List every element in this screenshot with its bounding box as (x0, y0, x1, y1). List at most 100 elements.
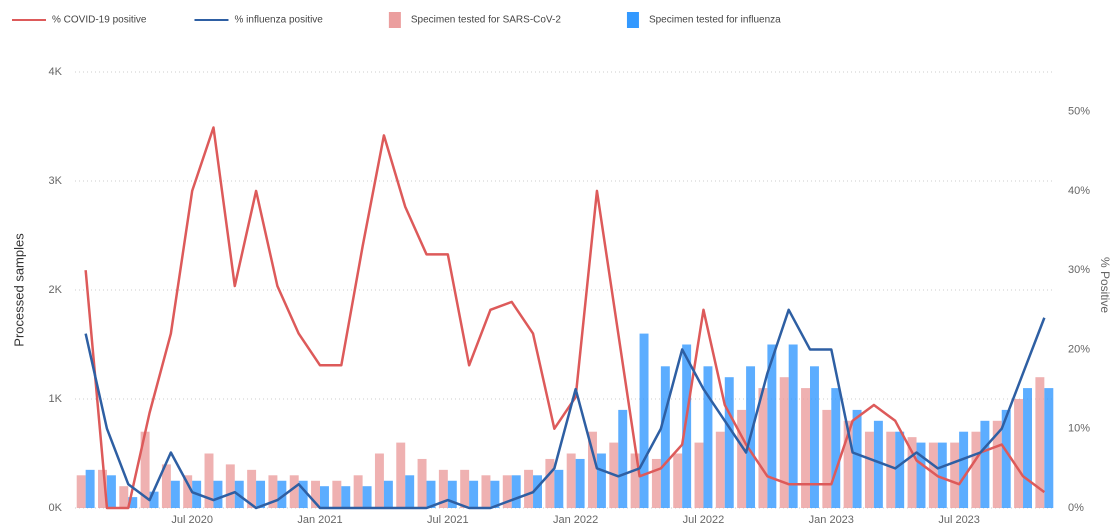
y2-tick-label: 40% (1068, 185, 1090, 197)
bar (225, 464, 235, 508)
bar (980, 420, 990, 508)
bar (673, 453, 683, 508)
y-tick-label: 4K (49, 66, 63, 78)
bar (937, 442, 947, 508)
bar (682, 344, 692, 508)
bar (502, 475, 512, 508)
bar (140, 431, 150, 508)
bar (353, 475, 363, 508)
bar (277, 480, 287, 508)
bar (767, 344, 777, 508)
bar (341, 486, 351, 508)
bar (268, 475, 278, 508)
bar (1035, 377, 1045, 508)
bar (575, 458, 585, 508)
bar (183, 475, 193, 508)
x-tick-label: Jul 2022 (683, 514, 725, 526)
bar (596, 453, 606, 508)
bar (545, 458, 555, 508)
bar (460, 469, 470, 508)
bar (76, 475, 86, 508)
bar (630, 453, 640, 508)
bar (533, 475, 542, 508)
bar (417, 458, 427, 508)
bar (405, 475, 415, 508)
bar (843, 420, 853, 508)
bar (311, 480, 320, 508)
legend-swatch (626, 12, 639, 28)
bar (1044, 388, 1054, 508)
bar (703, 366, 713, 508)
bar (213, 480, 223, 508)
bar (98, 469, 107, 508)
y-tick-label: 1K (49, 393, 63, 405)
bar (737, 409, 747, 508)
line (84, 308, 1046, 510)
bar (801, 388, 810, 508)
bar (928, 442, 938, 508)
bar (256, 480, 266, 508)
bar (85, 469, 95, 508)
bar (788, 344, 798, 508)
bar (822, 409, 832, 508)
y2-axis-label: % Positive (1098, 257, 1112, 313)
bar (831, 388, 841, 508)
bar (651, 458, 661, 508)
bar (490, 480, 500, 508)
y-tick-label: 0K (49, 502, 63, 514)
bar (362, 486, 372, 508)
legend-label: Specimen tested for influenza (649, 15, 781, 26)
bar (660, 366, 670, 508)
bar (588, 431, 597, 508)
bar (469, 480, 479, 508)
bar (618, 409, 628, 508)
bar (639, 333, 649, 508)
bar (298, 480, 308, 508)
bar (895, 431, 905, 508)
bar (106, 475, 116, 508)
legend-label: % influenza positive (234, 15, 323, 26)
bar (724, 377, 734, 508)
bar (886, 431, 896, 508)
bar (247, 469, 257, 508)
y-axis-label: Processed samples (11, 233, 26, 347)
bar (1001, 409, 1011, 508)
y-tick-label: 2K (49, 284, 63, 296)
x-tick-label: Jul 2023 (938, 514, 980, 526)
x-tick-label: Jul 2021 (427, 514, 469, 526)
y2-tick-label: 20% (1068, 343, 1090, 355)
x-tick-label: Jan 2021 (297, 514, 342, 526)
y2-tick-label: 10% (1068, 423, 1090, 435)
bar (864, 431, 874, 508)
bar (374, 453, 384, 508)
bar (810, 366, 819, 508)
y2-tick-label: 0% (1068, 502, 1084, 514)
bar (971, 431, 981, 508)
bar (916, 442, 926, 508)
legend-label: % COVID-19 positive (52, 15, 147, 26)
bar (715, 431, 725, 508)
bar (779, 377, 789, 508)
bar (511, 475, 521, 508)
bar (332, 480, 342, 508)
bar (170, 480, 180, 508)
bar (758, 388, 768, 508)
bar (161, 464, 171, 508)
bar (204, 453, 214, 508)
bar (1023, 388, 1032, 508)
bar (149, 491, 159, 508)
y-tick-label: 3K (49, 175, 63, 187)
bar (873, 420, 883, 508)
bar (554, 469, 564, 508)
bar (289, 475, 299, 508)
x-tick-label: Jan 2023 (809, 514, 854, 526)
bar (959, 431, 969, 508)
bar (426, 480, 436, 508)
bar (992, 420, 1002, 508)
bar (950, 442, 960, 508)
x-tick-label: Jan 2022 (553, 514, 598, 526)
legend-swatch (388, 12, 401, 28)
y2-tick-label: 50% (1068, 106, 1090, 118)
bar (907, 437, 917, 508)
